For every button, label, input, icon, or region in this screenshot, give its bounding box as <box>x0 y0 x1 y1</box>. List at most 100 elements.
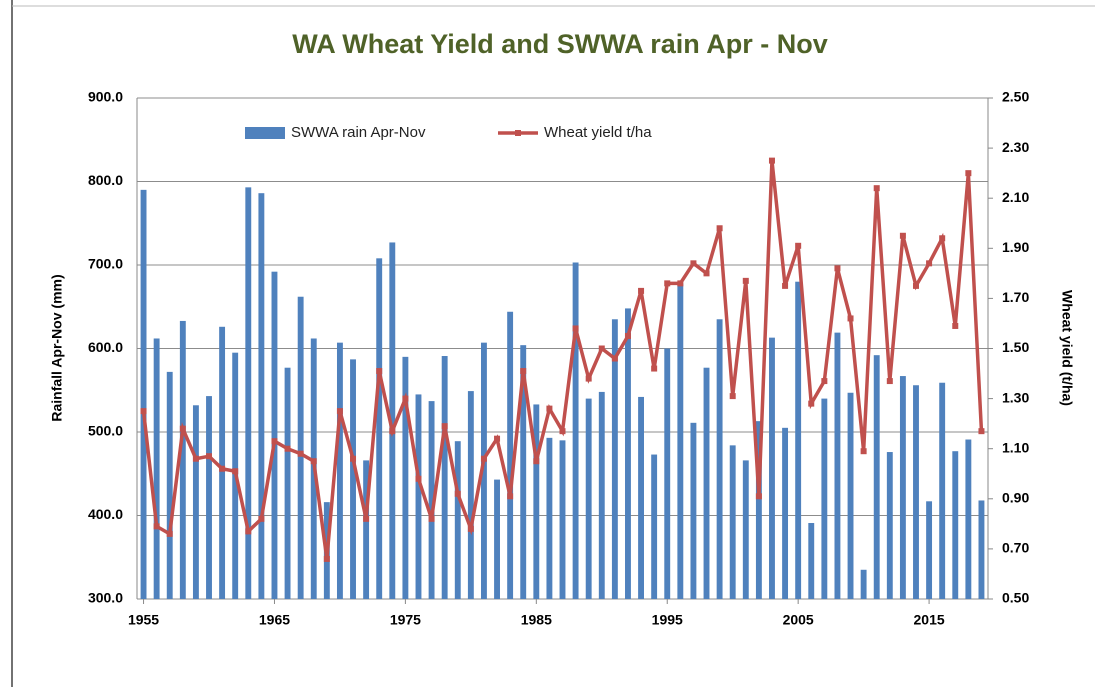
bar <box>402 356 409 599</box>
line-marker <box>598 345 605 352</box>
line-marker <box>638 287 645 294</box>
bar <box>245 187 252 599</box>
y2-tick-label: 2.50 <box>1002 89 1029 105</box>
line-marker <box>363 515 370 522</box>
line-marker <box>860 448 867 455</box>
line-marker <box>310 458 317 465</box>
line-marker <box>494 435 501 442</box>
y-tick-label: 800.0 <box>88 172 123 188</box>
bar <box>376 258 383 599</box>
bar <box>873 355 880 599</box>
bar <box>363 460 370 599</box>
line-marker <box>559 428 566 435</box>
line-marker <box>742 277 749 284</box>
bar <box>454 441 461 599</box>
bar <box>808 523 815 599</box>
line-marker <box>507 493 514 500</box>
bar <box>153 338 160 599</box>
bar <box>467 391 474 599</box>
bar <box>834 332 841 599</box>
y2-axis-label: Wheat yield (t/ha) <box>1059 290 1075 406</box>
bar <box>755 421 762 599</box>
bar <box>428 401 435 599</box>
y2-tick-label: 2.30 <box>1002 139 1029 155</box>
bar <box>389 242 396 599</box>
bar <box>886 452 893 599</box>
line-marker <box>454 490 461 497</box>
line-marker <box>245 528 252 535</box>
line-marker <box>939 235 946 242</box>
legend-label: SWWA rain Apr-Nov <box>291 124 426 141</box>
line-marker <box>480 455 487 462</box>
line-marker <box>611 355 618 362</box>
bar <box>258 193 265 599</box>
line-marker <box>271 438 278 445</box>
y2-tick-label: 0.90 <box>1002 490 1029 506</box>
line-marker <box>624 332 631 339</box>
bar <box>350 359 356 599</box>
line-marker <box>166 530 173 537</box>
bar <box>336 342 343 599</box>
bar <box>598 391 605 599</box>
bar <box>546 437 553 599</box>
line-marker <box>782 282 789 289</box>
x-tick-label: 2005 <box>783 612 814 628</box>
bar <box>729 445 736 599</box>
bar <box>782 427 789 599</box>
legend-marker <box>515 130 521 136</box>
line-marker <box>546 405 553 412</box>
y-axis-label: Rainfall Apr-Nov (mm) <box>49 274 65 421</box>
line-marker <box>768 157 775 164</box>
bar <box>140 189 147 599</box>
bar <box>494 479 500 599</box>
bar <box>533 404 540 599</box>
bar <box>978 500 985 599</box>
bar <box>572 262 579 599</box>
bar <box>795 281 802 599</box>
line-marker <box>323 555 330 562</box>
bar <box>677 283 684 599</box>
line-marker <box>716 225 723 232</box>
bar <box>703 367 710 599</box>
y-tick-label: 600.0 <box>88 339 123 355</box>
legend-swatch <box>245 127 285 139</box>
line-marker <box>847 315 854 322</box>
line-marker <box>952 322 959 329</box>
y2-tick-label: 1.90 <box>1002 239 1029 255</box>
x-tick-label: 1965 <box>259 612 290 628</box>
line-marker <box>284 445 291 452</box>
line-marker <box>258 515 265 522</box>
line-marker <box>415 475 422 482</box>
x-tick-label: 1975 <box>390 612 421 628</box>
y-tick-label: 300.0 <box>88 590 123 606</box>
bar <box>441 356 448 599</box>
line-marker <box>873 185 880 192</box>
bar <box>899 376 906 599</box>
line-marker <box>441 423 448 430</box>
bar <box>625 308 631 599</box>
line-marker <box>690 260 697 267</box>
line-marker <box>206 453 213 460</box>
bar <box>611 319 618 599</box>
bar <box>166 371 173 599</box>
line-marker <box>140 408 147 415</box>
x-tick-label: 1995 <box>652 612 683 628</box>
line-marker <box>755 493 762 500</box>
bar <box>965 439 972 599</box>
bar <box>585 398 592 599</box>
x-tick-label: 1955 <box>128 612 159 628</box>
y-tick-label: 500.0 <box>88 423 123 439</box>
bar <box>507 311 514 599</box>
line-marker <box>677 280 684 287</box>
line-marker <box>899 232 906 239</box>
line-marker <box>533 458 540 465</box>
line-marker <box>729 393 736 400</box>
line-marker <box>821 378 828 385</box>
line-marker <box>192 455 199 462</box>
line-marker <box>795 242 802 249</box>
bar <box>690 422 697 599</box>
line-marker <box>585 375 592 382</box>
bar <box>192 405 199 599</box>
bar <box>926 501 933 599</box>
